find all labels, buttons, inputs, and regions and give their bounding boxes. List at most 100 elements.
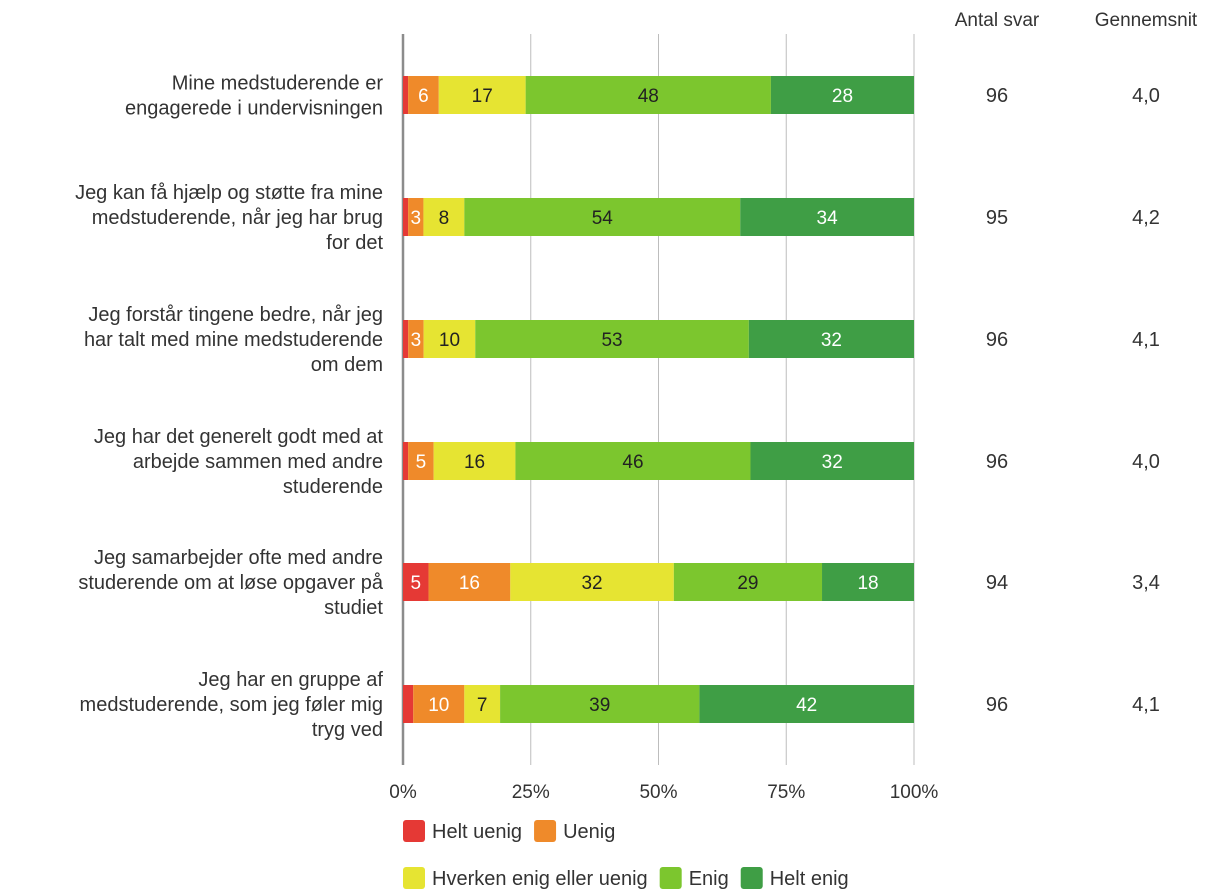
bar-segment: [413, 685, 465, 723]
data-label: 18: [857, 573, 878, 594]
x-tick-label: 75%: [767, 782, 805, 803]
data-label: 6: [418, 86, 429, 107]
summary-columns: 96 95 96 96 94 96 4,0 4,2 4,1 4,0 3,4 4,1: [986, 85, 1160, 716]
bar-segment: [408, 442, 434, 480]
category-label: engagerede i undervisningen: [125, 98, 383, 120]
bar-segment: [408, 198, 424, 236]
data-label: 7: [477, 695, 488, 716]
data-label: 39: [589, 695, 610, 716]
count-value: 96: [986, 451, 1008, 473]
data-label: 28: [832, 86, 853, 107]
category-label: studiet: [324, 597, 383, 619]
legend-label: Helt enig: [770, 868, 849, 890]
legend-label: Uenig: [563, 821, 615, 843]
data-label: 5: [410, 573, 421, 594]
bar-segment: [500, 685, 700, 723]
bar-segment: [428, 563, 511, 601]
data-label: 54: [592, 208, 614, 229]
data-label: 3: [410, 208, 421, 229]
mean-value: 4,0: [1132, 85, 1160, 107]
mean-value: 4,2: [1132, 207, 1160, 229]
bar-segment: [438, 76, 526, 114]
bar-segment: [403, 685, 414, 723]
legend-label: Enig: [689, 868, 729, 890]
category-label: om dem: [311, 354, 383, 376]
data-label: 3: [411, 330, 422, 351]
mean-value: 4,0: [1132, 451, 1160, 473]
bar-segment: [403, 76, 409, 114]
category-label: tryg ved: [312, 719, 383, 741]
legend-swatch: [403, 820, 425, 842]
data-label: 34: [817, 208, 839, 229]
legend-label: Hverken enig eller uenig: [432, 868, 648, 890]
bar-segment: [408, 320, 424, 358]
data-label: 48: [638, 86, 659, 107]
bar-segment: [770, 76, 914, 114]
count-value: 96: [986, 329, 1008, 351]
bar-segment: [464, 685, 501, 723]
category-label: Jeg forstår tingene bedre, når jeg: [88, 304, 383, 326]
data-label: 42: [796, 695, 817, 716]
x-tick-label: 25%: [512, 782, 550, 803]
bar-segment: [423, 198, 465, 236]
category-label: Jeg har en gruppe af: [198, 669, 383, 691]
bar-segment: [822, 563, 914, 601]
data-label: 46: [622, 452, 643, 473]
data-label: 8: [439, 208, 450, 229]
legend-label: Helt uenig: [432, 821, 522, 843]
category-label: medstuderende, når jeg har brug: [92, 207, 383, 229]
bar-segment: [475, 320, 749, 358]
data-label: 53: [601, 330, 622, 351]
category-label: studerende om at løse opgaver på: [78, 572, 384, 594]
mean-value: 4,1: [1132, 694, 1160, 716]
category-label: for det: [326, 232, 383, 254]
data-label: 10: [428, 695, 449, 716]
mean-value: 4,1: [1132, 329, 1160, 351]
bar-segment: [403, 198, 409, 236]
x-axis-ticks: 0% 25% 50% 75% 100%: [389, 782, 938, 803]
bar-segment: [740, 198, 914, 236]
bar-segment: [510, 563, 674, 601]
count-column-header: Antal svar: [955, 10, 1040, 31]
grid-lines: [401, 34, 915, 765]
bar-segment: [403, 563, 429, 601]
data-label: 32: [581, 573, 602, 594]
legend-swatch: [534, 820, 557, 842]
data-label: 5: [416, 452, 427, 473]
x-tick-label: 50%: [639, 782, 677, 803]
count-value: 95: [986, 207, 1008, 229]
category-label: arbejde sammen med andre: [133, 451, 383, 473]
data-label: 17: [472, 86, 493, 107]
category-label: Jeg samarbejder ofte med andre: [94, 547, 383, 569]
mean-column-header: Gennemsnit: [1095, 10, 1198, 31]
count-value: 96: [986, 694, 1008, 716]
data-label: 32: [822, 452, 843, 473]
count-value: 94: [986, 572, 1008, 594]
category-label: har talt med mine medstuderende: [84, 329, 383, 351]
category-label: Jeg har det generelt godt med at: [94, 426, 384, 448]
category-label: Jeg kan få hjælp og støtte fra mine: [75, 182, 383, 204]
bar-segment: [525, 76, 771, 114]
bar-segment: [464, 198, 741, 236]
legend: Helt uenig Uenig Hverken enig eller uenig E…: [403, 820, 849, 890]
category-label: Mine medstuderende er: [172, 73, 384, 95]
legend-swatch: [740, 867, 763, 889]
category-label: studerende: [283, 476, 383, 498]
data-label: 10: [439, 330, 460, 351]
bar-segment: [408, 76, 439, 114]
bar-segment: [673, 563, 823, 601]
bar-segment: [403, 442, 409, 480]
count-value: 96: [986, 85, 1008, 107]
bar-segment: [750, 442, 914, 480]
data-label: 29: [737, 573, 758, 594]
bar-segment: [423, 320, 476, 358]
bar-segment: [515, 442, 751, 480]
bar-segment: [403, 320, 409, 358]
data-label: 32: [821, 330, 842, 351]
data-label: 16: [464, 452, 485, 473]
category-labels: Mine medstuderende er engagerede i underv…: [75, 73, 384, 742]
bar-segment: [748, 320, 914, 358]
mean-value: 3,4: [1132, 572, 1160, 594]
